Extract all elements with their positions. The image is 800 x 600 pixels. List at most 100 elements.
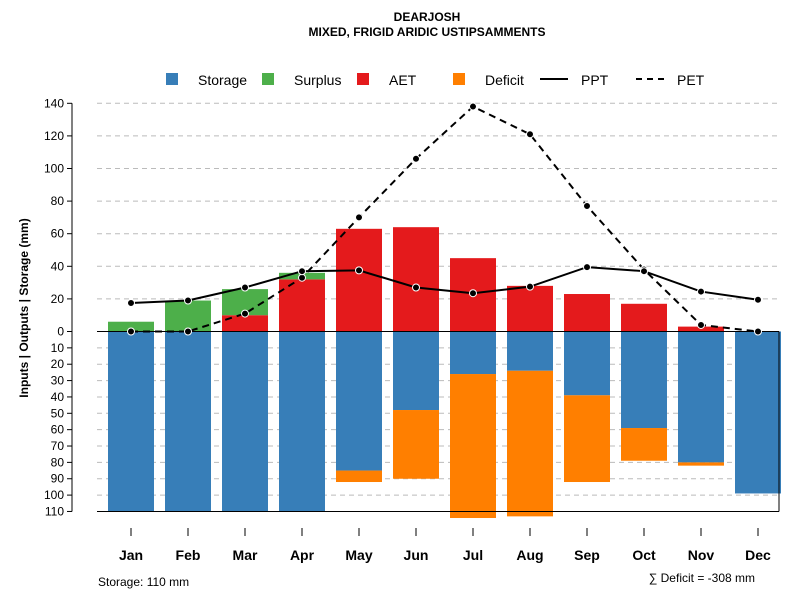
ppt-point — [526, 282, 534, 291]
lower-y-tick-label: 80 — [51, 455, 65, 469]
pet-point — [412, 154, 420, 163]
deficit-bar — [507, 370, 553, 517]
deficit-total-note: ∑ Deficit = -308 mm — [649, 571, 755, 585]
storage-capacity-note: Storage: 110 mm — [98, 575, 189, 589]
storage-bar — [735, 331, 781, 494]
pet-line — [131, 105, 759, 333]
chart-title: DEARJOSH — [394, 10, 461, 24]
aet-bar — [393, 227, 439, 332]
month-label: Oct — [632, 547, 656, 563]
legend-ppt-label: PPT — [581, 72, 609, 88]
lower-y-tick-label: 110 — [45, 504, 64, 518]
upper-y-tick-label: 140 — [44, 96, 64, 110]
upper-y-tick-label: 60 — [51, 227, 65, 241]
pet-point — [241, 309, 249, 318]
storage-bar — [165, 331, 211, 512]
aet-bar — [336, 228, 382, 332]
legend-deficit-swatch — [453, 73, 465, 85]
lower-y-tick-label: 70 — [51, 439, 65, 453]
storage-bar — [222, 331, 268, 512]
legend-surplus-label: Surplus — [294, 72, 341, 88]
lower-y-tick-label: 20 — [51, 357, 65, 371]
deficit-bar — [678, 462, 724, 466]
deficit-bar — [621, 428, 667, 461]
ppt-point — [241, 283, 249, 292]
ppt-point — [184, 296, 192, 305]
deficit-bar — [564, 395, 610, 483]
month-label: May — [345, 547, 372, 563]
ppt-line — [130, 266, 759, 304]
month-label: Jun — [404, 547, 429, 563]
pet-point — [754, 327, 762, 336]
storage-bar — [336, 331, 382, 471]
axes — [67, 102, 780, 512]
ppt-point — [697, 287, 705, 296]
lower-y-tick-label: 50 — [51, 406, 65, 420]
aet-bar — [621, 303, 667, 332]
aet-bar — [507, 285, 553, 332]
pet-point — [355, 213, 363, 222]
storage-bar — [279, 331, 325, 512]
chart-subtitle: MIXED, FRIGID ARIDIC USTIPSAMMENTS — [309, 25, 546, 39]
series-lines — [127, 102, 762, 336]
legend-aet-swatch — [357, 73, 369, 85]
storage-bar — [108, 331, 154, 512]
pet-point — [127, 327, 135, 336]
legend-aet-label: AET — [389, 72, 417, 88]
storage-bar — [621, 331, 667, 429]
legend: Storage Surplus AET Deficit PPT PET — [166, 72, 705, 88]
aet-bar — [279, 279, 325, 332]
aet-bar — [678, 326, 724, 332]
storage-bar — [564, 331, 610, 396]
lower-y-tick-label: 60 — [51, 423, 65, 437]
month-label: Feb — [176, 547, 201, 563]
ppt-point — [754, 295, 762, 304]
ppt-point — [355, 266, 363, 275]
ppt-point — [127, 298, 135, 307]
legend-deficit-label: Deficit — [485, 72, 524, 88]
pet-point — [298, 273, 306, 282]
lower-y-tick-label: 90 — [51, 472, 65, 486]
pet-point — [526, 130, 534, 139]
deficit-bar — [450, 374, 496, 519]
pet-point — [583, 201, 591, 210]
legend-surplus-swatch — [262, 73, 274, 85]
upper-y-tick-label: 0 — [57, 325, 64, 339]
deficit-bar — [393, 410, 439, 479]
x-axis-ticks: Jan Feb Mar Apr May Jun Jul Aug Sep Oct Nov Dec — [119, 528, 771, 563]
pet-point — [469, 102, 477, 111]
lower-y-tick-label: 100 — [44, 488, 64, 502]
aet-bar — [564, 294, 610, 332]
month-label: Jul — [463, 547, 483, 563]
aet-bar — [222, 315, 268, 332]
upper-y-tick-label: 40 — [51, 259, 65, 273]
legend-pet-label: PET — [677, 72, 705, 88]
upper-y-tick-label: 80 — [51, 194, 65, 208]
pet-point — [697, 320, 705, 329]
legend-storage-swatch — [166, 73, 178, 85]
month-label: Jan — [119, 547, 143, 563]
storage-bar — [507, 331, 553, 371]
upper-y-tick-label: 100 — [44, 162, 64, 176]
lower-y-tick-label: 10 — [51, 341, 65, 355]
lower-y-tick-label: 30 — [51, 374, 65, 388]
ppt-point — [469, 289, 477, 298]
upper-gridlines — [97, 102, 779, 300]
legend-storage-label: Storage — [198, 72, 247, 88]
month-label: Apr — [290, 547, 315, 563]
upper-y-tick-label: 20 — [51, 292, 65, 306]
ppt-point — [583, 263, 591, 272]
surplus-bar — [108, 321, 154, 332]
lower-y-tick-label: 40 — [51, 390, 65, 404]
storage-bar — [450, 331, 496, 375]
month-label: Mar — [233, 547, 258, 563]
month-label: Sep — [574, 547, 600, 563]
y-axis-label: Inputs | Outputs | Storage (mm) — [17, 218, 31, 397]
bars — [108, 227, 781, 519]
y-axis-ticks: 0 20 40 60 80 100 120 140 10 20 30 40 50 60 70 80 90 100 1… — [44, 96, 64, 518]
month-label: Aug — [516, 547, 543, 563]
storage-bar — [393, 331, 439, 411]
pet-point — [184, 327, 192, 336]
ppt-point — [640, 267, 648, 276]
